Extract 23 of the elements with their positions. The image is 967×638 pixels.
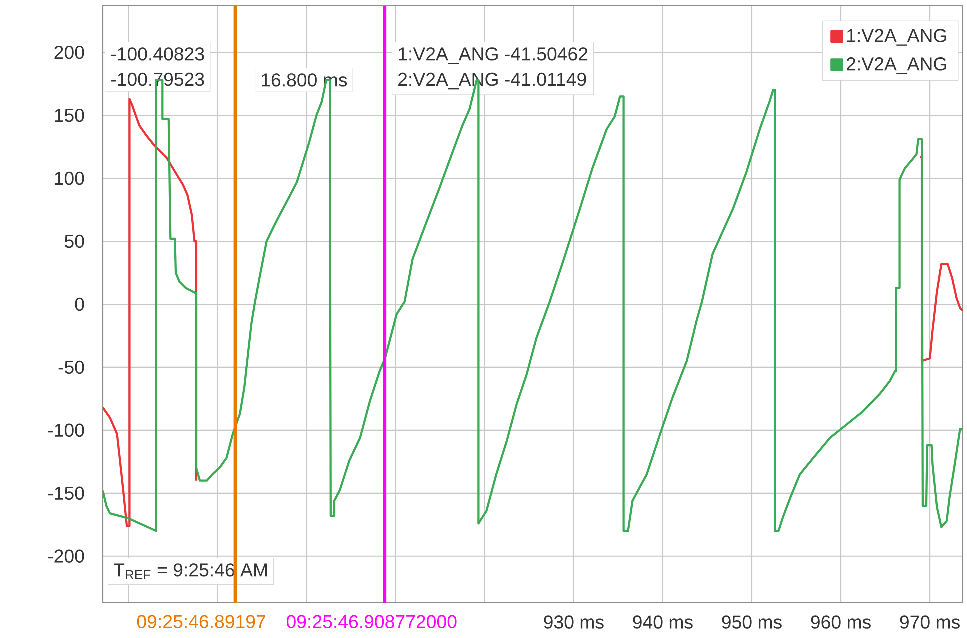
text: 09:25:46.908772000 <box>286 615 457 628</box>
y-tick-label: -100 <box>48 424 84 438</box>
x-tick-label: 960 ms <box>811 616 871 629</box>
text: 09:25:46.89197 <box>137 615 266 628</box>
y-tick-label: -50 <box>58 360 84 374</box>
annotation: -100.79523 <box>111 72 204 86</box>
annotation: -100.40823 <box>111 48 204 61</box>
annotation: 2:V2A_ANG -41.01149 <box>398 72 586 90</box>
y-tick-label: 50 <box>64 234 84 248</box>
y-tick-label: -200 <box>48 550 84 563</box>
y-tick-label: 0 <box>75 298 84 312</box>
x-tick-label: 930 ms <box>544 616 604 629</box>
y-tick-label: 200 <box>54 46 84 60</box>
x-tick-label: 950 ms <box>722 616 782 629</box>
annotation: 1:V2A_ANG -41.50462 <box>399 48 588 64</box>
y-tick-label: 100 <box>55 172 84 186</box>
x-tick-label: 940 ms <box>633 616 693 629</box>
y-tick-label: -150 <box>48 486 84 500</box>
legend-label: 2:V2A_ANG <box>847 58 946 74</box>
y-tick-label: 150 <box>55 108 84 122</box>
legend-label: 1:V2A_ANG <box>847 29 946 46</box>
x-tick-label: 970 ms <box>900 616 960 629</box>
annotation: T$_{REF}$ = 9:25:46 AM <box>114 564 268 580</box>
